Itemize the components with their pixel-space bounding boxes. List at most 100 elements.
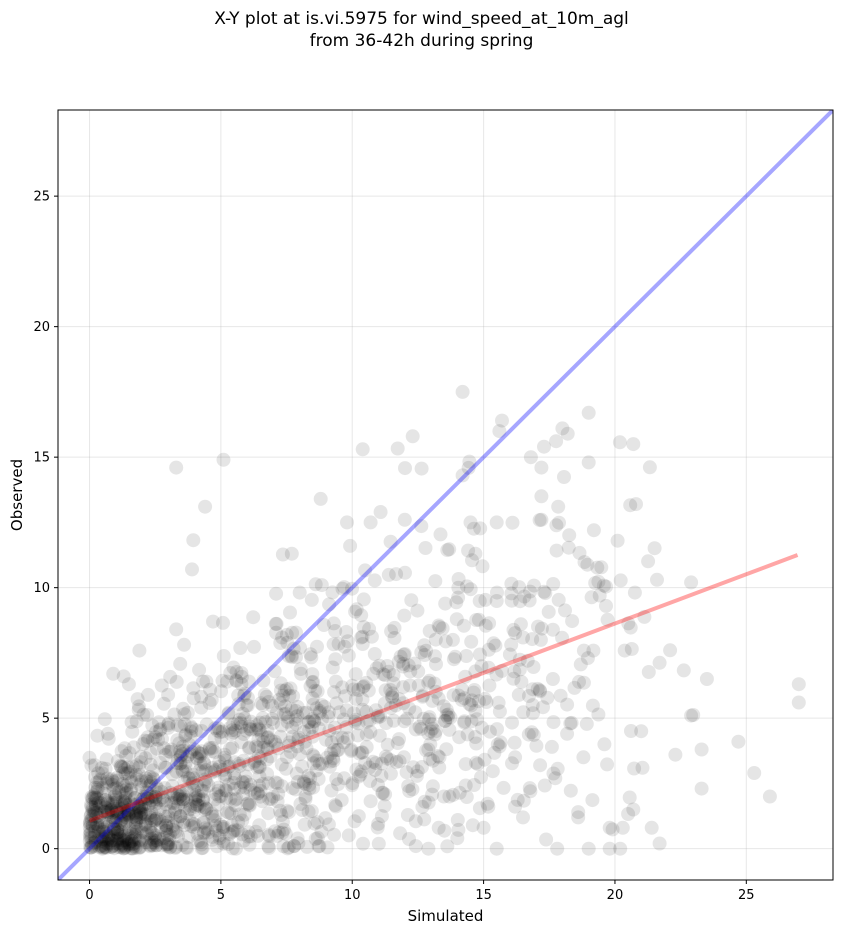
- scatter-point: [88, 796, 103, 811]
- scatter-point: [324, 735, 339, 750]
- scatter-point: [138, 807, 153, 821]
- scatter-point: [167, 791, 182, 805]
- scatter-point: [91, 825, 106, 839]
- scatter-point: [121, 837, 136, 852]
- scatter-point: [297, 817, 312, 832]
- scatter-point: [438, 713, 452, 728]
- scatter-point: [211, 797, 225, 812]
- scatter-point: [126, 841, 141, 856]
- scatter-point: [356, 680, 370, 695]
- scatter-point: [481, 799, 496, 814]
- scatter-point: [346, 682, 361, 697]
- scatter-point: [521, 727, 536, 742]
- scatter-point: [121, 828, 136, 843]
- scatter-point: [90, 817, 105, 832]
- scatter-point: [179, 783, 194, 798]
- scatter-point: [330, 731, 345, 745]
- scatter-point: [254, 728, 269, 743]
- scatter-point: [227, 766, 241, 781]
- scatter-point: [121, 760, 136, 774]
- scatter-point: [129, 806, 144, 821]
- scatter-point: [145, 826, 160, 841]
- scatter-point: [177, 801, 192, 815]
- scatter-point: [339, 625, 354, 639]
- scatter-point: [294, 666, 308, 681]
- scatter-point: [293, 662, 308, 677]
- scatter-point: [573, 657, 588, 672]
- scatter-point: [421, 841, 436, 856]
- scatter-point: [460, 579, 474, 594]
- scatter-point: [359, 714, 374, 729]
- scatter-point: [576, 643, 591, 658]
- scatter-point: [576, 675, 591, 690]
- scatter-point: [234, 666, 249, 680]
- scatter-point: [211, 780, 226, 795]
- scatter-point: [383, 683, 398, 697]
- scatter-point: [100, 819, 115, 834]
- scatter-point: [133, 792, 148, 807]
- scatter-point: [428, 632, 443, 647]
- scatter-point: [88, 793, 103, 808]
- scatter-point: [396, 696, 411, 711]
- scatter-point: [371, 836, 386, 851]
- scatter-point: [407, 656, 422, 671]
- scatter-point: [549, 518, 564, 533]
- scatter-point: [175, 787, 190, 802]
- scatter-point: [86, 803, 101, 818]
- scatter-point: [415, 799, 430, 814]
- scatter-point: [172, 784, 187, 799]
- scatter-point: [432, 760, 447, 775]
- scatter-point: [173, 756, 188, 771]
- scatter-point: [269, 586, 284, 601]
- scatter-point: [549, 434, 564, 449]
- scatter-point: [285, 720, 300, 735]
- scatter-point: [175, 746, 190, 761]
- scatter-point: [353, 767, 368, 782]
- scatter-point: [443, 710, 458, 725]
- scatter-point: [152, 813, 167, 827]
- scatter-point: [397, 512, 412, 527]
- scatter-point: [223, 666, 238, 680]
- scatter-point: [445, 632, 460, 647]
- scatter-point: [130, 797, 145, 812]
- scatter-point: [339, 703, 354, 718]
- scatter-point: [179, 840, 194, 855]
- scatter-point: [138, 751, 153, 766]
- scatter-point: [207, 764, 222, 779]
- scatter-point: [218, 783, 233, 798]
- scatter-point: [177, 818, 192, 833]
- scatter-point: [106, 814, 121, 829]
- scatter-point: [364, 629, 379, 644]
- scatter-point: [428, 724, 443, 739]
- scatter-point: [408, 722, 423, 737]
- scatter-point: [255, 776, 270, 791]
- x-tick-label: 0: [85, 888, 93, 903]
- scatter-point: [208, 809, 223, 824]
- scatter-point: [119, 782, 134, 797]
- scatter-point: [111, 840, 126, 855]
- scatter-point: [262, 840, 276, 855]
- scatter-point: [228, 792, 243, 807]
- scatter-point: [92, 774, 107, 789]
- scatter-point: [560, 726, 575, 741]
- scatter-point: [592, 588, 607, 603]
- scatter-point: [380, 659, 395, 673]
- scatter-point: [135, 799, 150, 814]
- scatter-point: [170, 718, 185, 733]
- scatter-point: [208, 819, 223, 833]
- scatter-point: [328, 674, 343, 689]
- scatter-point: [168, 802, 183, 817]
- scatter-point: [490, 722, 504, 737]
- scatter-point: [140, 708, 155, 722]
- scatter-point: [686, 708, 701, 722]
- scatter-point: [124, 782, 138, 797]
- scatter-point: [397, 750, 411, 765]
- scatter-point: [129, 772, 144, 786]
- scatter-point: [290, 831, 305, 846]
- scatter-point: [185, 562, 199, 577]
- scatter-point: [460, 727, 475, 742]
- scatter-point: [355, 692, 370, 707]
- scatter-point: [119, 834, 134, 849]
- scatter-point: [356, 836, 370, 851]
- scatter-point: [172, 736, 187, 751]
